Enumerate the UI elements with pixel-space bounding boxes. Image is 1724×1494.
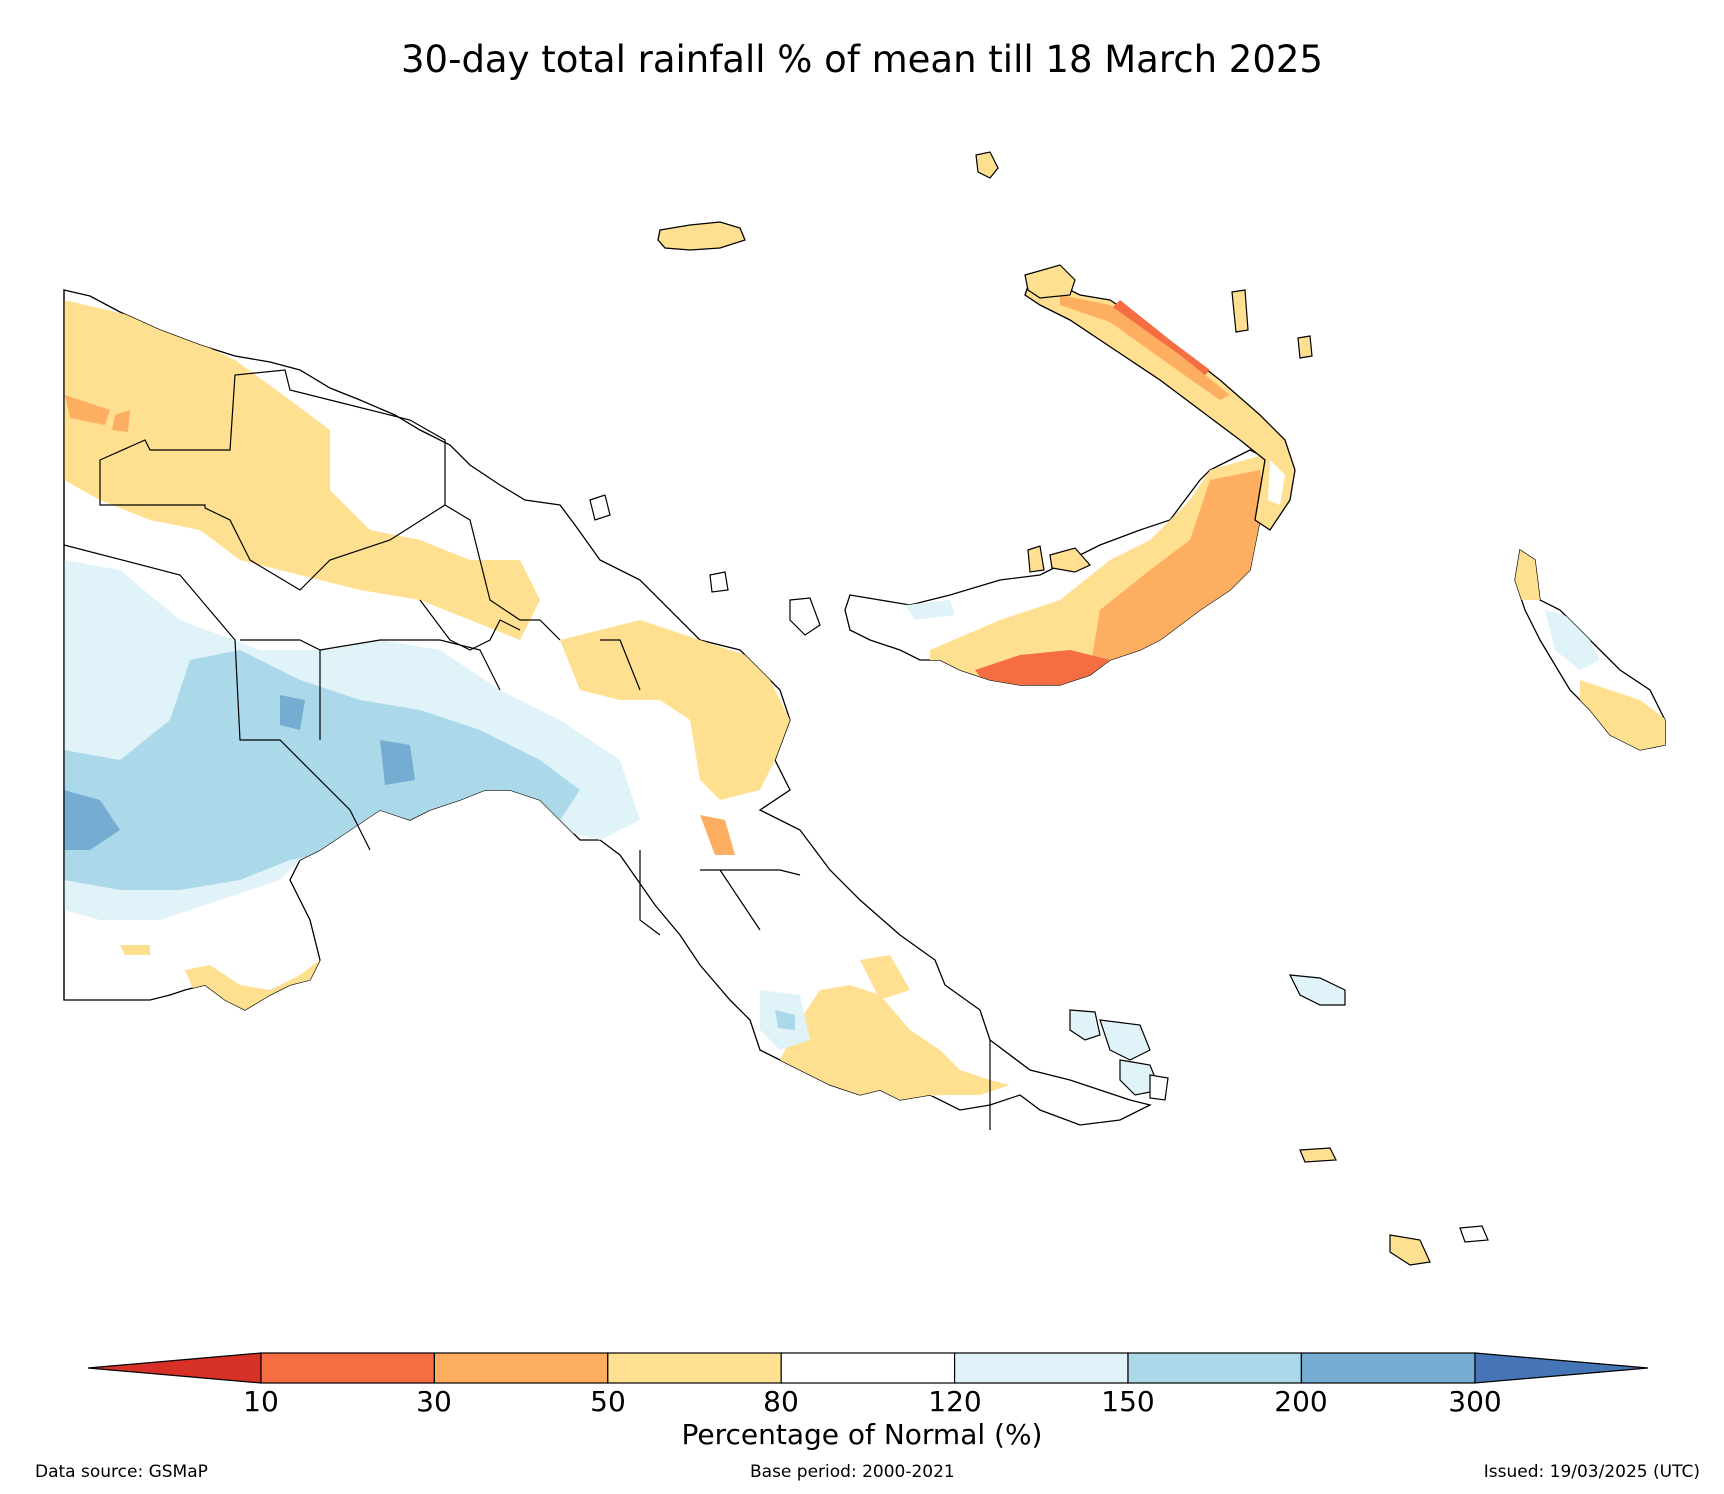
data-source-note: Data source: GSMaP <box>35 1462 208 1482</box>
colorbar-30-50 <box>433 1352 609 1384</box>
manus-island <box>657 221 746 251</box>
colorbar-150-200 <box>1127 1352 1302 1384</box>
bougainville <box>1514 548 1666 751</box>
issued-note: Issued: 19/03/2025 (UTC) <box>1483 1462 1700 1482</box>
map-title: 30-day total rainfall % of mean till 18 … <box>401 38 1323 81</box>
colorbar-tick-label: 30 <box>416 1385 452 1418</box>
colorbar-tick-label: 300 <box>1448 1385 1502 1418</box>
colorbar <box>87 1352 1649 1384</box>
colorbar-120-150 <box>953 1352 1129 1384</box>
colorbar-tick-label: 10 <box>243 1385 279 1418</box>
colorbar-tick-label: 120 <box>928 1385 982 1418</box>
colorbar-tick-label: 80 <box>763 1385 799 1418</box>
colorbar-extend-low <box>87 1352 262 1384</box>
new-britain <box>844 449 1276 686</box>
colorbar-extend-high <box>1474 1352 1649 1384</box>
province-borders <box>63 290 991 1130</box>
colorbar-50-80 <box>607 1352 782 1384</box>
colorbar-80-120 <box>780 1352 956 1384</box>
mainland-shading <box>64 300 1010 1100</box>
colorbar-title: Percentage of Normal (%) <box>681 1418 1043 1451</box>
colorbar-10-30 <box>260 1352 435 1384</box>
base-period-note: Base period: 2000-2021 <box>750 1462 955 1482</box>
colorbar-200-300 <box>1300 1352 1476 1384</box>
small-islands <box>589 151 1489 1266</box>
colorbar-tick-label: 50 <box>590 1385 626 1418</box>
colorbar-tick-label: 200 <box>1274 1385 1328 1418</box>
colorbar-tick-label: 150 <box>1101 1385 1155 1418</box>
new-ireland <box>1024 279 1296 531</box>
